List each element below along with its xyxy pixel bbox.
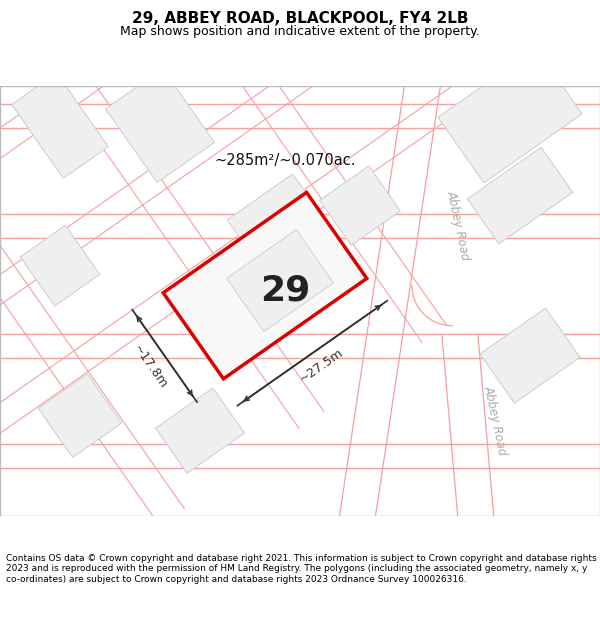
Polygon shape (155, 388, 244, 473)
Text: Contains OS data © Crown copyright and database right 2021. This information is : Contains OS data © Crown copyright and d… (6, 554, 596, 584)
Text: 29, ABBEY ROAD, BLACKPOOL, FY4 2LB: 29, ABBEY ROAD, BLACKPOOL, FY4 2LB (132, 11, 468, 26)
Polygon shape (480, 308, 580, 403)
Polygon shape (438, 49, 582, 182)
Text: ~285m²/~0.070ac.: ~285m²/~0.070ac. (214, 153, 356, 168)
Polygon shape (20, 225, 100, 306)
Polygon shape (320, 166, 400, 246)
Polygon shape (163, 192, 367, 379)
Text: Abbey Road: Abbey Road (481, 384, 509, 457)
Polygon shape (227, 229, 334, 332)
Polygon shape (106, 69, 214, 182)
Polygon shape (227, 174, 333, 278)
Polygon shape (11, 73, 109, 178)
Text: ~17.8m: ~17.8m (130, 342, 170, 391)
Polygon shape (38, 374, 122, 458)
Polygon shape (467, 148, 572, 244)
Text: Abbey Road: Abbey Road (444, 189, 472, 262)
Text: Map shows position and indicative extent of the property.: Map shows position and indicative extent… (120, 24, 480, 38)
Text: ~27.5m: ~27.5m (296, 346, 346, 385)
Text: 29: 29 (260, 274, 310, 308)
